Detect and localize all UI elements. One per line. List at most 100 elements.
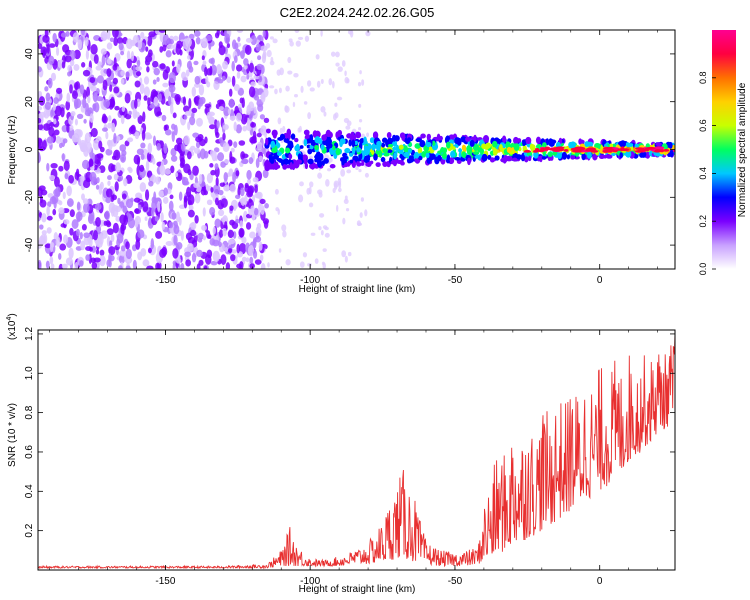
spectrogram-noise-blob [120,70,126,77]
spectrogram-faint-blob [336,96,343,101]
spectrogram-noise-blob [229,183,236,193]
spectrogram-noise-blob [167,38,175,45]
spectrogram-noise-blob [168,200,174,212]
spectrogram-noise-blob [244,194,248,205]
spectrogram-noise-blob [170,148,177,157]
spectrogram-noise-blob [174,124,178,136]
snr-background [38,330,675,570]
spectrogram-noise-blob [222,60,229,70]
spectrogram-faint-blob [299,181,304,187]
spectrogram-noise-blob [217,99,225,105]
spectrogram-noise-blob [170,86,174,98]
spectrogram-faint-blob [279,127,283,134]
spectrogram-noise-blob [150,238,155,250]
spectrogram-noise-blob [139,164,145,173]
spectrogram-signal-blob [434,156,440,165]
spectrogram-noise-blob [64,55,72,63]
spectrogram-signal-blob [425,141,432,148]
spectrogram-noise-blob [109,37,115,43]
spectrogram-noise-blob [48,126,55,137]
spectrogram-y-ticks: -40 -20 0 20 40 [24,48,675,252]
spectrogram-faint-blob [309,87,315,92]
spectrogram-noise-blob [96,61,103,67]
spectrogram-noise-blob [93,154,101,165]
spectrogram-signal-blob [287,140,294,149]
spectrogram-signal-blob [270,140,276,149]
spectrogram-core-blob [552,148,561,152]
spectrogram-noise-blob [187,199,192,206]
spectrogram-noise-blob [203,190,208,196]
spectrogram-noise-blob [164,124,169,131]
x-tick-label: -100 [300,275,320,286]
spectrogram-noise-blob [222,132,226,141]
spectrogram-noise-blob [233,55,238,63]
spectrogram-signal-blob [314,154,320,159]
spectrogram-signal-blob [413,151,420,159]
spectrogram-signal-blob [525,136,532,145]
spectrogram-noise-blob [63,219,70,225]
spectrogram-faint-blob [340,168,346,177]
spectrogram-noise-blob [170,155,178,162]
spectrogram-noise-blob [96,96,104,102]
spectrogram-faint-blob [278,248,282,253]
spectrogram-noise-blob [249,231,256,239]
spectrogram-noise-blob [205,76,209,85]
spectrogram-signal-blob [363,145,368,151]
spectrogram-noise-blob [109,84,113,92]
spectrogram-noise-blob [104,210,110,221]
spectrogram-signal-blob [403,151,410,158]
spectrogram-noise-blob [80,175,84,187]
spectrogram-faint-blob [365,30,371,37]
spectrogram-y-axis-label: Frequency (Hz) [7,116,18,185]
spectrogram-noise-blob [49,256,54,265]
spectrogram-noise-blob [125,71,130,78]
spectrogram-noise-blob [38,151,41,163]
spectrogram-signal-blob [539,155,543,163]
spectrogram-signal-blob [526,151,533,157]
spectrogram-noise-blob [133,154,141,165]
spectrogram-noise-blob [113,86,120,94]
spectrogram-signal-blob [268,156,275,162]
spectrogram-signal-blob [363,155,369,164]
spectrogram-noise-blob [42,34,50,43]
spectrogram-noise-blob [92,229,98,241]
spectrogram-noise-blob [38,123,44,131]
spectrogram-faint-blob [284,105,289,112]
spectrogram-noise-blob [105,188,113,198]
spectrogram-noise-blob [235,64,243,72]
spectrogram-noise-blob [66,198,74,207]
spectrogram-signal-blob [295,143,300,150]
spectrogram-signal-blob [421,151,427,158]
spectrogram-noise-blob [221,75,226,82]
spectrogram-faint-blob [274,188,279,195]
spectrogram-noise-blob [112,222,119,234]
spectrogram-signal-blob [314,130,321,139]
spectrogram-noise-blob [91,245,97,253]
spectrogram-faint-blob [277,117,282,125]
spectrogram-signal-blob [273,132,277,139]
spectrogram-signal-blob [528,155,532,162]
y-tick-label: 1.2 [24,327,35,341]
spectrogram-noise-blob [218,209,225,217]
spectrogram-faint-blob [294,30,300,33]
spectrogram-noise-blob [188,65,194,73]
spectrogram-noise-blob [126,58,132,69]
spectrogram-noise-blob [259,114,265,120]
snr-frame [37,329,676,571]
spectrogram-faint-blob [344,195,348,201]
spectrogram-signal-blob [304,162,309,170]
spectrogram-noise-blob [226,42,231,49]
spectrogram-noise-blob [129,197,134,203]
spectrogram-signal-blob [522,139,526,147]
spectrogram-noise-blob [212,226,216,235]
spectrogram-signal-blob [420,133,426,139]
spectrogram-noise-blob [190,229,197,237]
spectrogram-faint-blob [334,102,338,107]
spectrogram-noise-blob [218,106,224,111]
spectrogram-noise-blob [263,117,270,124]
spectrogram-faint-blob [334,112,339,119]
spectrogram-noise-blob [69,59,75,67]
spectrogram-noise-blob [165,50,172,58]
spectrogram-noise-blob [210,187,214,193]
spectrogram-noise-blob [245,222,252,230]
